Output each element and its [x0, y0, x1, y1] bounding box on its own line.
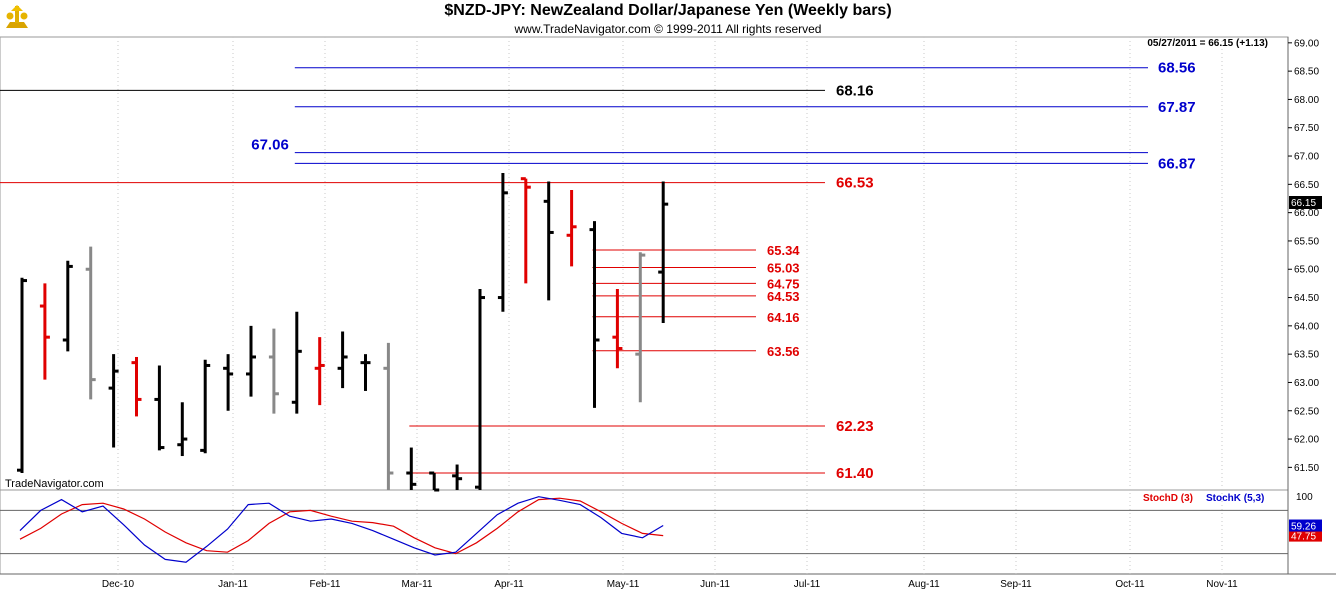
quote-readout: 05/27/2011 = 66.15 (+1.13)	[1147, 38, 1268, 49]
ohlc-bar	[475, 289, 485, 490]
price-bars	[17, 173, 669, 492]
x-tick-label: Sep-11	[1000, 579, 1032, 590]
level-label: 61.40	[836, 465, 874, 482]
ohlc-bar	[452, 464, 463, 490]
stoch-line	[19, 497, 664, 555]
level-label: 67.87	[1158, 99, 1196, 116]
y-tick-label: 65.00	[1294, 265, 1319, 276]
price-axis: 69.00 68.50 68.00 67.50 67.00 66.50 66.00 65.50…	[1288, 38, 1319, 474]
y-tick-label: 66.00	[1294, 208, 1319, 219]
x-tick-label: Mar-11	[402, 579, 433, 590]
x-tick-label: Oct-11	[1115, 579, 1145, 590]
ohlc-bar	[612, 289, 623, 369]
level-label: 65.34	[767, 243, 800, 258]
price-panel-frame	[0, 36, 1289, 491]
x-tick-label: May-11	[607, 579, 640, 590]
level-label: 66.53	[836, 175, 874, 192]
stoch-legend-k: StochK (5,3)	[1206, 493, 1264, 504]
ohlc-bar	[429, 471, 440, 492]
ohlc-bar	[566, 190, 577, 267]
ohlc-bar	[360, 354, 371, 391]
stoch-last-tag	[1289, 529, 1322, 542]
y-tick-label: 69.00	[1294, 38, 1319, 49]
y-tick-label: 61.50	[1294, 463, 1319, 474]
ohlc-bar	[291, 311, 302, 414]
level-label: 65.03	[767, 261, 800, 276]
x-tick-label: Aug-11	[908, 579, 940, 590]
level-label: 68.16	[836, 82, 874, 99]
time-axis: Dec-10 Jan-11 Feb-11 Mar-11 Apr-11 May-11 Jun-…	[102, 579, 1238, 590]
x-tick-label: Nov-11	[1206, 579, 1238, 590]
ohlc-bar	[543, 181, 554, 301]
ohlc-bar	[520, 177, 531, 284]
level-label: 63.56	[767, 344, 800, 359]
ohlc-bar	[246, 325, 256, 397]
ohlc-bar	[154, 365, 165, 451]
gridlines	[117, 37, 1223, 574]
ohlc-bar	[17, 277, 27, 474]
y-tick-label: 62.50	[1294, 406, 1319, 417]
stoch-panel-frame	[0, 489, 1289, 575]
y-tick-label: 64.00	[1294, 321, 1319, 332]
chart-title: $NZD-JPY: NewZealand Dollar/Japanese Yen…	[444, 2, 892, 19]
x-tick-label: Feb-11	[310, 579, 341, 590]
ohlc-bar	[108, 354, 119, 448]
x-tick-label: Jun-11	[700, 579, 730, 590]
y-tick-label: 64.50	[1294, 293, 1319, 304]
stoch-last-tag	[1289, 519, 1322, 532]
ohlc-bar	[337, 331, 348, 389]
ohlc-bar	[85, 246, 96, 400]
watermark-text: TradeNavigator.com	[5, 478, 104, 490]
level-label: 68.56	[1158, 60, 1196, 77]
x-tick-label: Dec-10	[102, 579, 135, 590]
ohlc-bar	[589, 221, 600, 408]
y-tick-label: 63.50	[1294, 350, 1319, 361]
stoch-last-label: 47.75	[1291, 532, 1316, 543]
ohlc-bar	[39, 283, 50, 380]
ohlc-bar	[406, 447, 417, 490]
ohlc-bar	[200, 359, 211, 454]
y-axis-area	[1288, 37, 1336, 574]
level-label: 66.87	[1158, 155, 1196, 172]
trade-navigator-logo-icon	[2, 2, 32, 32]
x-tick-label: Jan-11	[218, 579, 248, 590]
ohlc-bar	[383, 342, 394, 490]
level-label: 62.23	[836, 418, 874, 435]
y-tick-label: 68.50	[1294, 67, 1319, 78]
level-label: 67.06	[251, 137, 289, 154]
last-price-tag-text: 66.15	[1291, 198, 1316, 209]
ohlc-bar	[223, 354, 234, 411]
ohlc-bar	[131, 356, 142, 417]
stoch-y-label: 100	[1296, 492, 1313, 503]
ohlc-bar	[635, 252, 646, 403]
level-label: 64.53	[767, 289, 800, 304]
y-tick-label: 63.00	[1294, 378, 1319, 389]
ohlc-bar	[497, 173, 508, 312]
y-tick-label: 67.00	[1294, 152, 1319, 163]
chart-subtitle: www.TradeNavigator.com © 1999-2011 All r…	[514, 22, 822, 36]
price-levels: 68.56 68.16 67.87 67.06 66.87 66.53 65.34 65.03…	[0, 60, 1196, 482]
y-tick-label: 65.50	[1294, 236, 1319, 247]
y-tick-label: 66.50	[1294, 180, 1319, 191]
x-tick-label: Jul-11	[794, 579, 821, 590]
ohlc-bar	[62, 260, 73, 352]
level-label: 64.16	[767, 310, 800, 325]
stoch-line	[19, 496, 664, 563]
stoch-legend-d: StochD (3)	[1143, 493, 1193, 504]
y-tick-label: 62.00	[1294, 435, 1319, 446]
y-tick-label: 67.50	[1294, 123, 1319, 134]
level-label: 64.75	[767, 276, 800, 291]
x-tick-label: Apr-11	[494, 579, 524, 590]
ohlc-bar	[314, 337, 325, 406]
stoch-last-label: 59.26	[1291, 522, 1316, 533]
ohlc-bar	[658, 181, 669, 324]
ohlc-bar	[268, 328, 279, 414]
y-tick-label: 68.00	[1294, 95, 1319, 106]
last-price-tag	[1289, 196, 1322, 209]
ohlc-bar	[177, 402, 188, 457]
